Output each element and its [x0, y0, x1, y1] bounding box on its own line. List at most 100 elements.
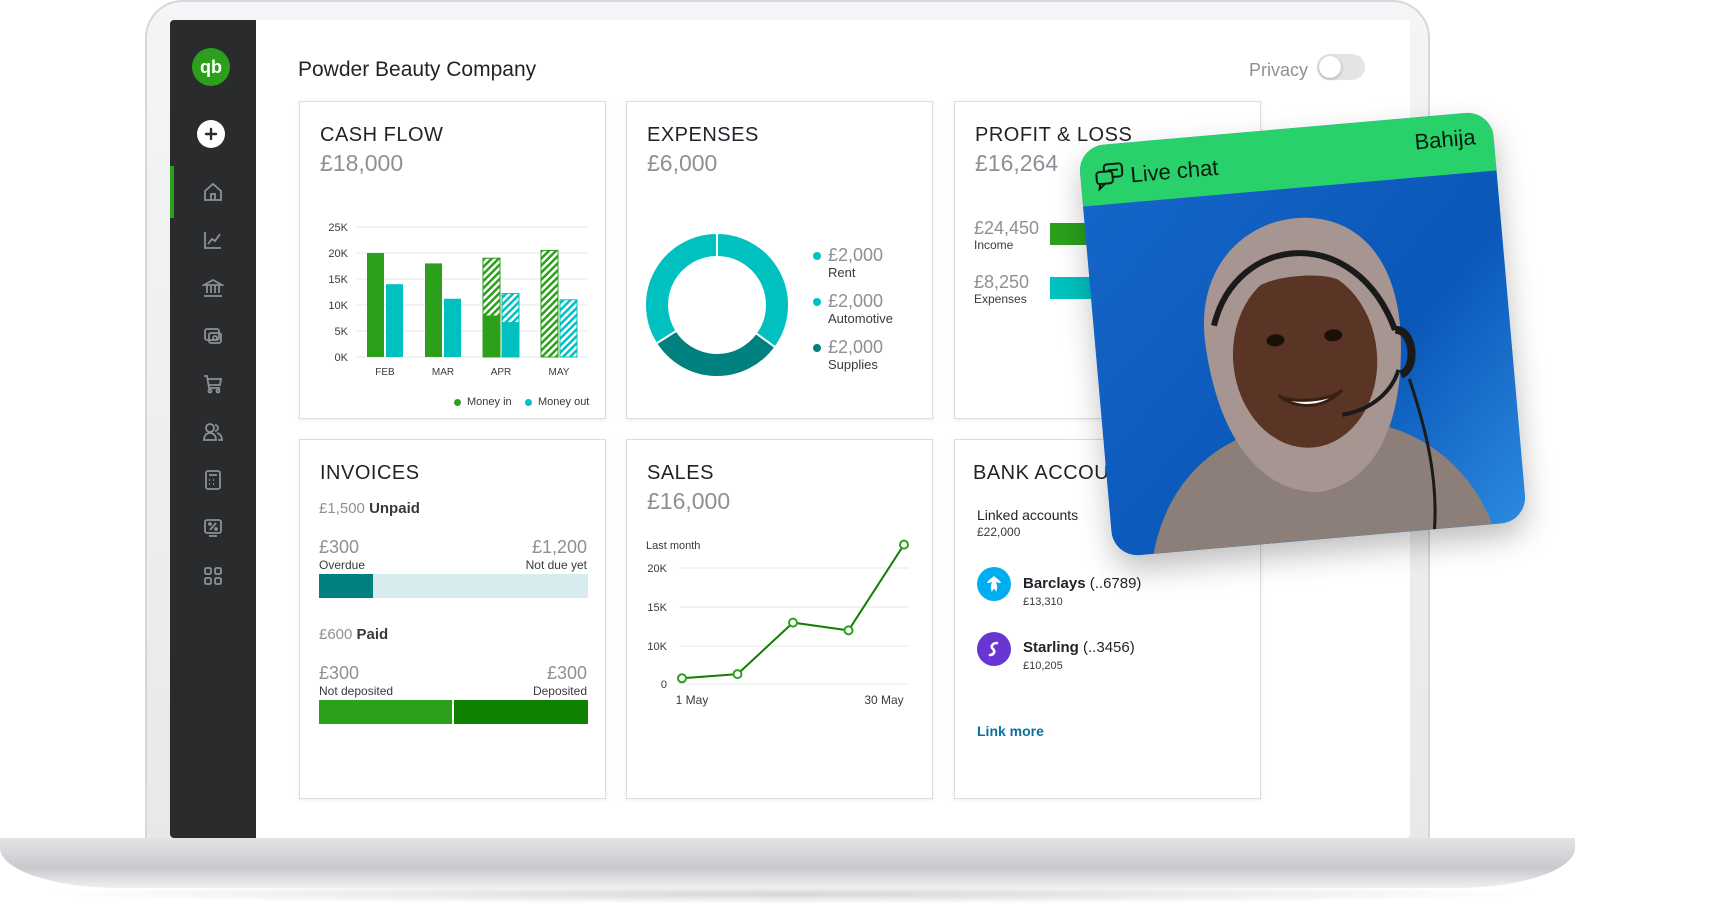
card-title: PROFIT & LOSS: [975, 124, 1133, 146]
quickbooks-logo[interactable]: qb: [192, 48, 230, 86]
expense-label-rent: Rent: [828, 265, 856, 280]
agent-photo: [1083, 170, 1528, 558]
live-chat-card[interactable]: Live chat Bahija: [1077, 110, 1528, 558]
deposited-label: Deposited: [532, 684, 587, 698]
legend-dot-supplies: [813, 344, 821, 352]
bank-balance: £13,310: [1023, 596, 1063, 608]
bank-icon: [202, 278, 224, 297]
card-title: EXPENSES: [647, 124, 759, 146]
y-tick-label: 0K: [335, 352, 349, 364]
bank-row-barclays[interactable]: Barclays (..6789): [1023, 575, 1141, 592]
unpaid-summary: £1,500 Unpaid: [319, 500, 420, 517]
sidebar-item-reports[interactable]: [170, 214, 256, 266]
donut-slice-rent: [716, 231, 790, 349]
x-tick-label: MAY: [549, 367, 570, 378]
sales-chart: 0 10K 15K 20K 1 May 30 May: [647, 539, 909, 707]
live-chat-header: Live chat Bahija: [1077, 110, 1497, 207]
bank-number: (..3456): [1083, 639, 1135, 656]
income-amount: £24,450: [974, 218, 1040, 238]
cart-icon: [204, 375, 223, 394]
y-tick-label: 0: [661, 679, 667, 691]
bar-money-out: [559, 299, 578, 358]
cash-flow-card[interactable]: CASH FLOW £18,000 0K 5K 10K 15K 20K 25K FEB MAR…: [299, 101, 606, 419]
laptop-shadow: [30, 884, 1550, 904]
overdue-fill: [319, 574, 373, 598]
sidebar-item-apps[interactable]: [170, 550, 256, 602]
deposited-bar[interactable]: [454, 700, 588, 724]
sales-line: [681, 544, 905, 680]
sidebar-item-home[interactable]: [170, 166, 256, 218]
agent-portrait: [1153, 217, 1493, 554]
bank-row-starling[interactable]: Starling (..3456): [1023, 639, 1135, 656]
x-tick-label: FEB: [375, 367, 395, 378]
sidebar-item-taxes[interactable]: [170, 502, 256, 554]
bar-money-in: [367, 253, 384, 357]
sales-point: [843, 625, 854, 636]
legend-dot-automotive: [813, 298, 821, 306]
cash-flow-chart: 0K 5K 10K 15K 20K 25K FEB MAR APR MAY: [328, 222, 588, 378]
card-amount: £16,264: [975, 150, 1059, 176]
chat-bubbles-icon: [1095, 162, 1124, 192]
sales-card[interactable]: SALES £16,000 Last month 0 10K 15K 20K 1 May…: [626, 439, 933, 799]
starling-logo: [977, 632, 1011, 666]
legend-label: Money out: [538, 396, 590, 408]
y-tick-label: 25K: [328, 222, 348, 234]
bank-name: Barclays: [1023, 575, 1086, 592]
starling-s-icon: [988, 641, 999, 657]
unpaid-amount: £1,500: [319, 500, 365, 517]
unpaid-bar[interactable]: [319, 574, 588, 598]
sidebar-item-expenses[interactable]: [170, 310, 256, 362]
expense-amount-rent: £2,000: [828, 245, 884, 265]
sales-point: [899, 539, 909, 550]
bank-number: (..6789): [1089, 575, 1142, 592]
live-chat-title: Live chat: [1129, 154, 1220, 188]
link-more-link[interactable]: Link more: [977, 723, 1044, 739]
donut-slice-supplies: [644, 231, 718, 345]
tax-icon: [204, 519, 222, 537]
expense-label-supplies: Supplies: [828, 357, 878, 372]
bar-money-out: [444, 298, 461, 357]
expense-amount-automotive: £2,000: [828, 291, 884, 311]
expenses-card[interactable]: EXPENSES £6,000 £2,000 Rent £2,000 Autom…: [626, 101, 933, 419]
card-amount: £16,000: [647, 488, 731, 514]
expenses-amount: £8,250: [974, 272, 1030, 292]
expenses-donut: [644, 231, 790, 378]
home-icon: [204, 182, 222, 201]
y-tick-label: 15K: [328, 274, 348, 286]
sales-point: [677, 673, 687, 684]
expenses-label: Expenses: [974, 292, 1027, 306]
deposited-amount: £300: [546, 663, 587, 683]
company-name: Powder Beauty Company: [298, 58, 537, 81]
notdeposited-bar[interactable]: [319, 700, 452, 724]
overdue-label: Overdue: [319, 558, 366, 572]
sidebar-item-customers[interactable]: [170, 406, 256, 458]
card-title: INVOICES: [320, 462, 420, 484]
agent-name: Bahija: [1413, 124, 1477, 155]
sales-period: Last month: [646, 540, 701, 552]
x-tick-label: MAR: [432, 367, 454, 378]
y-tick-label: 10K: [328, 300, 348, 312]
eagle-icon: [987, 576, 1001, 592]
privacy-toggle[interactable]: [1317, 54, 1365, 80]
bar-money-in: [425, 263, 442, 357]
sidebar-item-banking[interactable]: [170, 262, 256, 314]
legend-money-in: Money in: [454, 396, 512, 408]
legend-label: Money in: [467, 396, 512, 408]
paid-summary: £600 Paid: [319, 626, 388, 643]
x-tick-label: 30 May: [864, 693, 903, 707]
notdue-amount: £1,200: [531, 537, 587, 557]
invoices-card[interactable]: INVOICES £1,500 Unpaid £300 Overdue £1,2…: [299, 439, 606, 799]
chart-icon: [204, 232, 221, 249]
card-title: CASH FLOW: [320, 124, 444, 146]
expense-label-automotive: Automotive: [828, 311, 894, 326]
sidebar-item-sales[interactable]: [170, 358, 256, 410]
calculator-icon: [205, 470, 221, 490]
new-button[interactable]: [197, 120, 225, 148]
bank-name: Starling: [1023, 639, 1079, 656]
card-amount: £18,000: [320, 150, 404, 176]
linked-accounts-total: £22,000: [977, 525, 1021, 539]
people-icon: [203, 423, 223, 441]
income-label: Income: [974, 238, 1014, 252]
sidebar-item-accounting[interactable]: [170, 454, 256, 506]
